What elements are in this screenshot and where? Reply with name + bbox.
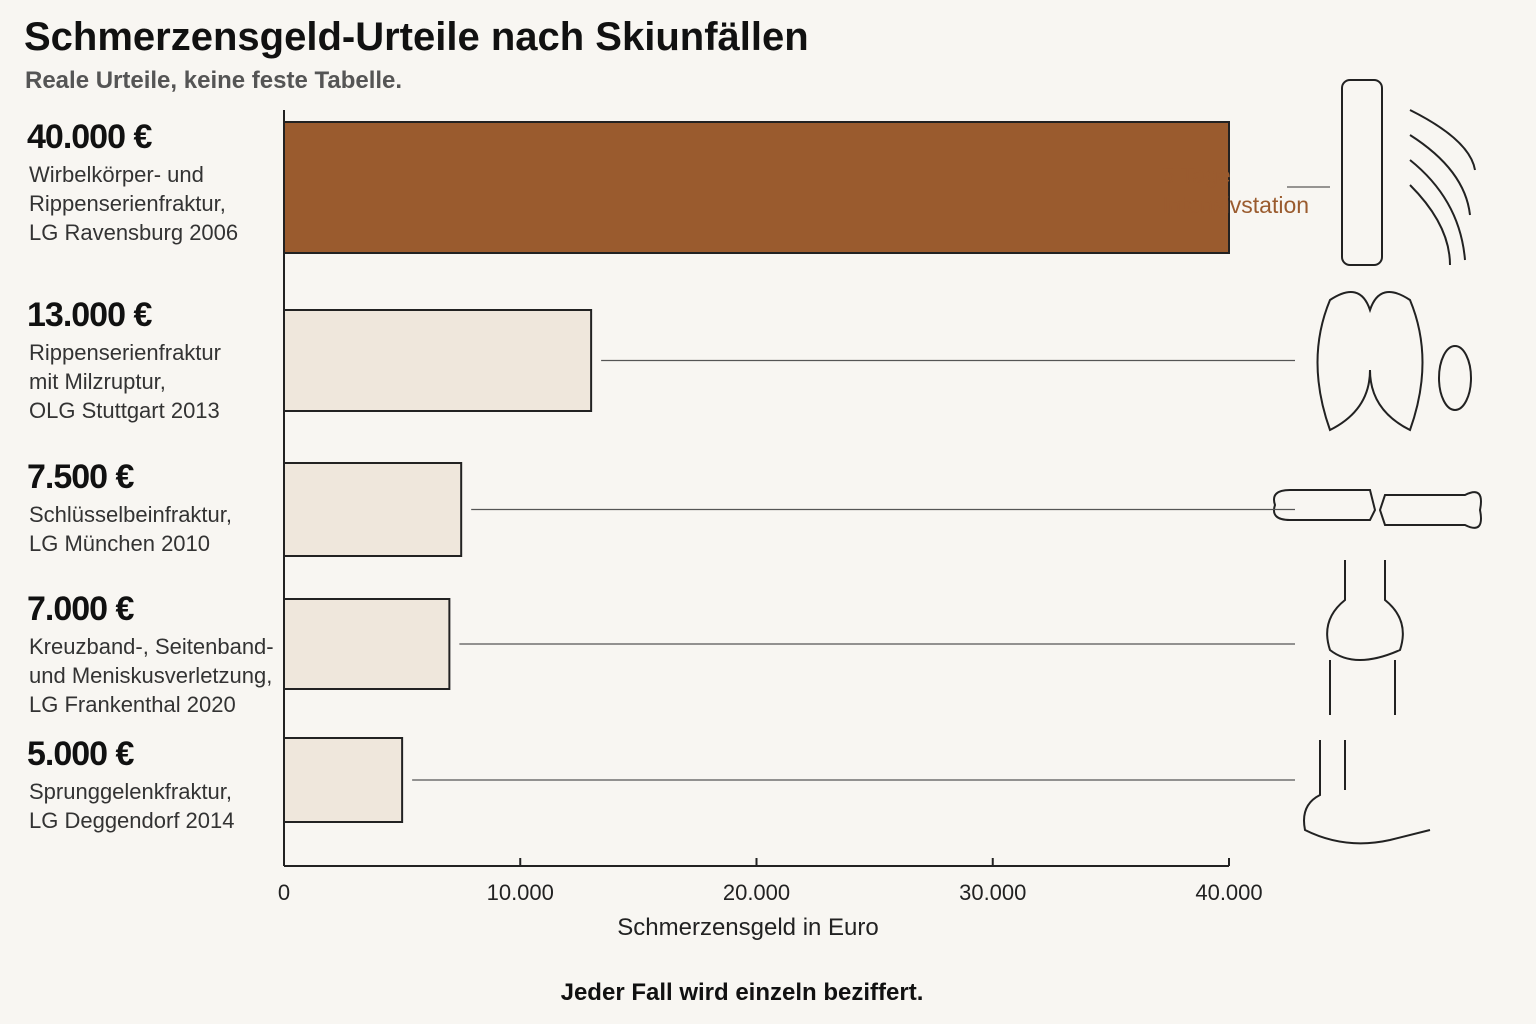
bar <box>283 598 451 690</box>
bar <box>283 737 404 823</box>
x-tick-label: 10.000 <box>487 880 554 905</box>
illustrations <box>1273 79 1482 845</box>
category-label: Rippenserienfraktur mit Milzruptur, OLG … <box>29 340 221 423</box>
ribcage-icon <box>1316 291 1424 432</box>
footer: Jeder Fall wird einzeln beziffert. <box>561 979 924 1006</box>
chart-title: Schmerzensgeld-Urteile nach Skiunfällen <box>24 15 809 59</box>
x-tick-label: 40.000 <box>1195 880 1262 905</box>
category-label: Kreuzband-, Seitenband- und Meniskusverl… <box>29 634 274 717</box>
knee-icon <box>1326 560 1404 715</box>
category-label: Sprunggelenkfraktur, LG Deggendorf 2014 <box>29 779 235 833</box>
value-label: 5.000 € <box>27 735 134 773</box>
bone-icon <box>1273 489 1482 529</box>
spine-icon <box>1341 79 1383 266</box>
chart-subtitle: Reale Urteile, keine feste Tabelle. <box>25 67 402 94</box>
ankle-icon <box>1303 740 1431 845</box>
x-axis-label: Schmerzensgeld in Euro <box>617 914 878 941</box>
spleen-icon <box>1438 345 1472 411</box>
bar <box>283 309 593 412</box>
value-label: 7.000 € <box>27 590 134 628</box>
x-tick-label: 20.000 <box>723 880 790 905</box>
category-label: Wirbelkörper- und Rippenserienfraktur, L… <box>29 162 239 245</box>
bar <box>283 121 1230 254</box>
bar <box>283 462 463 557</box>
ribs-icon <box>1409 109 1476 266</box>
annotation: 5 Tage Intensivstation <box>1162 162 1310 218</box>
x-tick-label: 0 <box>278 880 290 905</box>
x-tick-label: 30.000 <box>959 880 1026 905</box>
value-label: 7.500 € <box>27 458 134 496</box>
value-label: 40.000 € <box>27 118 152 156</box>
value-label: 13.000 € <box>27 296 152 334</box>
category-label: Schlüsselbeinfraktur, LG München 2010 <box>29 502 232 556</box>
